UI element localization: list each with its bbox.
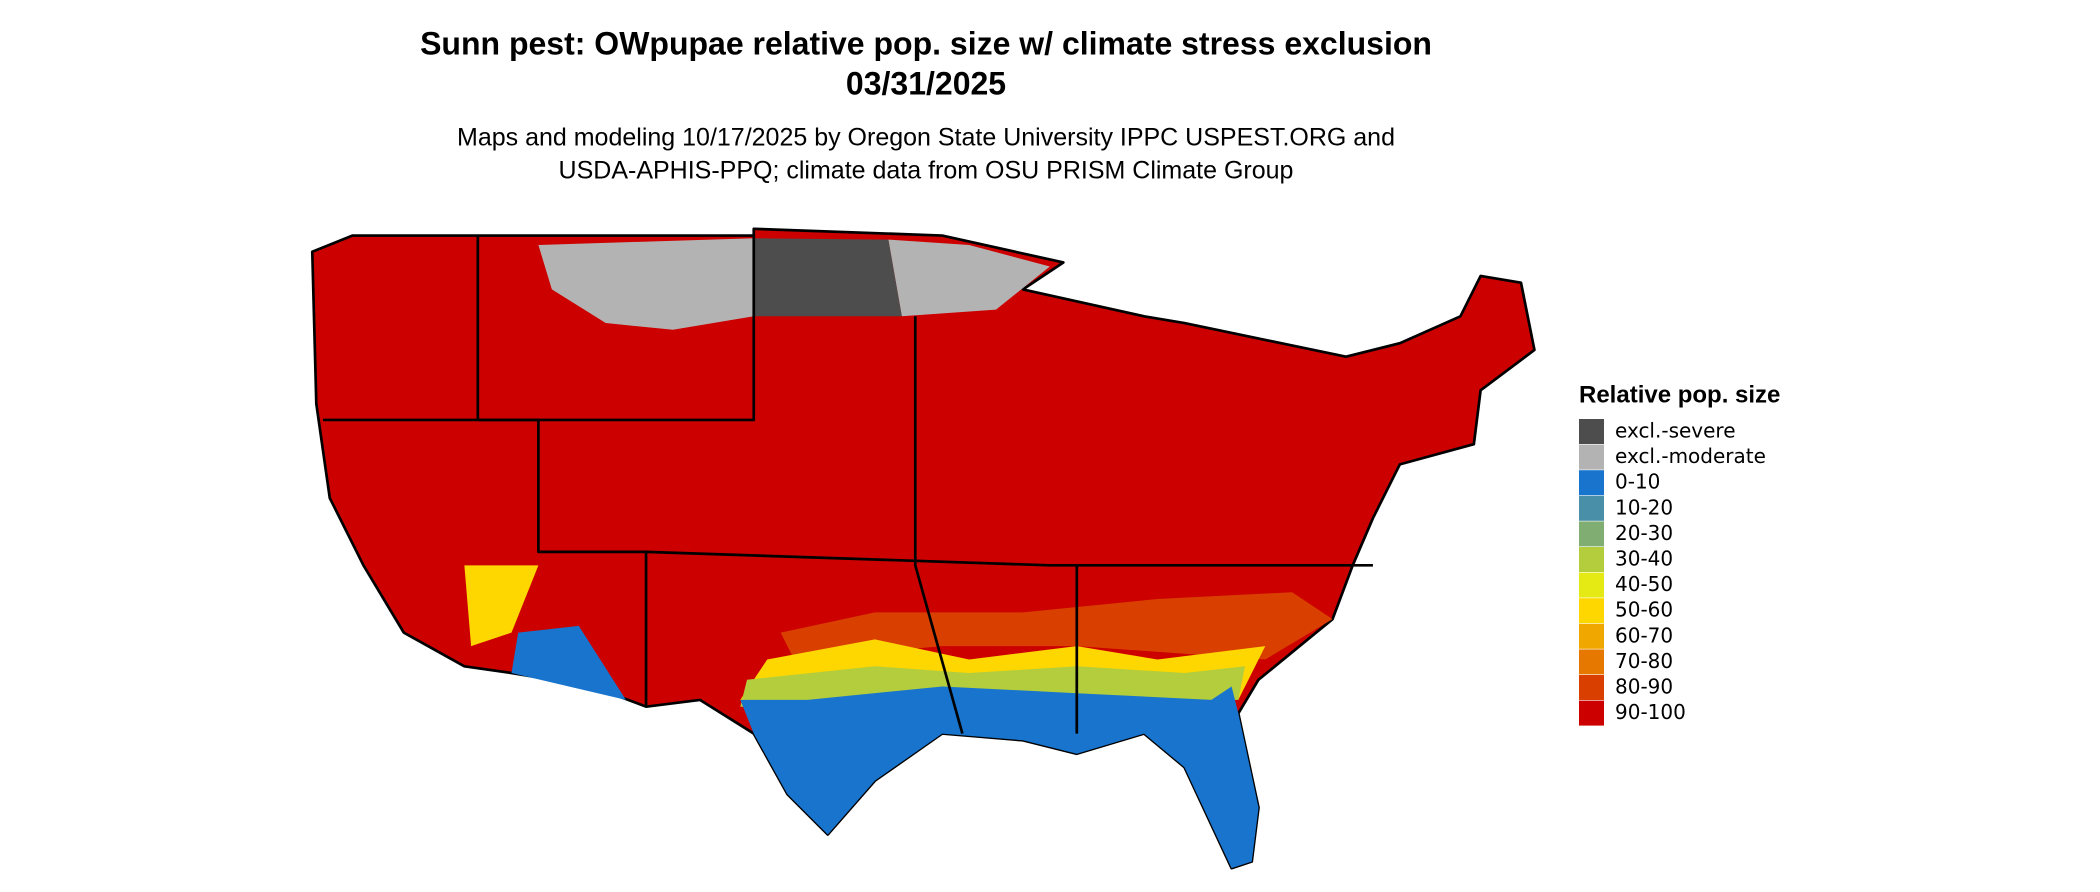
us-map: [310, 227, 1536, 870]
legend-swatch: [1579, 495, 1604, 521]
subtitle: USDA-APHIS-PPQ; climate data from OSU PR…: [559, 157, 1294, 185]
state-borders: [913, 316, 964, 734]
subtitle: Maps and modeling 10/17/2025 by Oregon S…: [457, 124, 1395, 152]
legend-label: 20-30: [1615, 521, 1673, 545]
legend-label: 90-100: [1615, 700, 1686, 724]
legend-swatch: [1579, 598, 1604, 624]
state-borders: [646, 550, 1373, 567]
legend-swatch: [1579, 675, 1604, 700]
legend-label: excl.-severe: [1615, 419, 1736, 443]
legend-swatch: [1579, 649, 1604, 675]
zone: [753, 238, 902, 317]
legend-label: 70-80: [1615, 649, 1673, 673]
legend-label: 80-90: [1615, 675, 1673, 699]
map-date: 03/31/2025: [846, 65, 1006, 101]
zone: [511, 625, 626, 700]
legend-swatch: [1579, 572, 1604, 598]
zone: [740, 686, 1259, 869]
legend-swatch: [1579, 419, 1604, 444]
legend-label: 30-40: [1615, 547, 1673, 571]
legend-label: 60-70: [1615, 623, 1673, 647]
legend-label: 50-60: [1615, 598, 1673, 622]
map-title: Sunn pest: OWpupae relative pop. size w/…: [420, 25, 1432, 61]
zone: [538, 238, 754, 330]
legend-label: 40-50: [1615, 572, 1673, 596]
state-borders: [476, 235, 756, 422]
zone: [780, 592, 1333, 660]
legend-swatch: [1579, 470, 1604, 496]
legend: excl.-severeexcl.-moderate0-1010-2020-30…: [1579, 419, 1766, 726]
legend-label: excl.-moderate: [1615, 444, 1766, 468]
state-borders: [323, 418, 648, 707]
legend-swatch: [1579, 547, 1604, 572]
land: [310, 227, 1536, 870]
legend-swatch: [1579, 444, 1604, 470]
legend-swatch: [1579, 700, 1604, 726]
legend-label: 10-20: [1615, 495, 1673, 519]
zone: [464, 565, 539, 647]
legend-label: 0-10: [1615, 470, 1660, 494]
legend-title: Relative pop. size: [1579, 381, 1780, 408]
zone: [888, 239, 1050, 317]
legend-swatch: [1579, 521, 1604, 547]
legend-swatch: [1579, 623, 1604, 649]
